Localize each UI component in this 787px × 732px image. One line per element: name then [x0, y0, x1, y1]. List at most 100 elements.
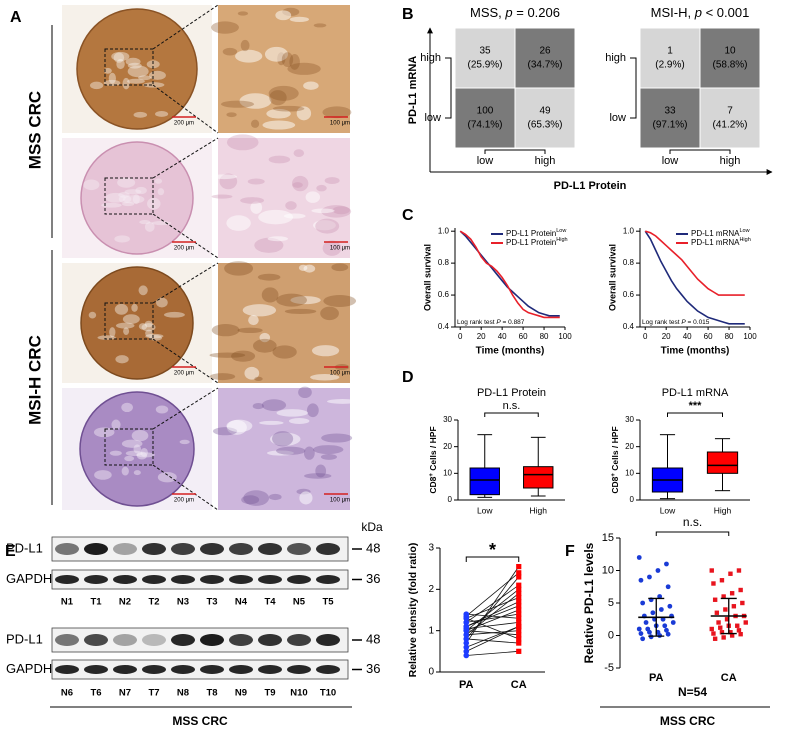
blot-band: [229, 575, 253, 584]
y-tick-label: 0.4: [438, 322, 450, 331]
col-bracket: [484, 149, 546, 154]
tissue-texture: [125, 450, 143, 457]
point: [640, 636, 646, 642]
blot-row-label: GAPDH: [6, 661, 52, 676]
mw-label: 48: [366, 631, 380, 646]
row-label: high: [605, 52, 626, 64]
y-tick-label: 20: [625, 442, 634, 451]
blot-band: [258, 634, 282, 646]
point: [516, 570, 522, 576]
lane-label: N3: [177, 597, 189, 608]
col-label: high: [720, 155, 741, 167]
lane-label: T1: [90, 597, 102, 608]
blot-band: [142, 575, 166, 584]
point: [724, 617, 730, 622]
zoom-texture: [299, 491, 313, 505]
point: [463, 636, 470, 642]
col-label: high: [535, 155, 556, 167]
x-tick-label: 80: [540, 332, 549, 341]
zoom-texture: [254, 376, 263, 381]
point: [655, 568, 661, 573]
scale-label: 200 μm: [174, 371, 194, 377]
table-title-part: < 0.001: [702, 5, 749, 20]
scale-label: 100 μm: [330, 498, 350, 504]
tissue-texture: [121, 466, 129, 476]
zoom-texture: [285, 201, 297, 210]
point: [650, 610, 656, 616]
y-tick-label: 5: [608, 597, 614, 609]
tissue-texture: [133, 470, 141, 476]
lane-label: T10: [320, 688, 336, 699]
blot-row-label: GAPDH: [6, 571, 52, 586]
point: [516, 607, 522, 613]
zoom-texture: [211, 174, 238, 180]
tissue-texture: [109, 327, 116, 338]
x-tick-label: PA: [459, 679, 474, 691]
y-tick-label: 2: [428, 584, 434, 595]
scale-label: 200 μm: [174, 498, 194, 504]
lane-label: T2: [148, 597, 159, 608]
blot-band: [258, 575, 282, 584]
tissue-core: [80, 141, 194, 255]
blot-band: [229, 634, 253, 646]
zoom-texture: [331, 263, 349, 272]
point: [662, 623, 668, 629]
zoom-texture: [240, 39, 250, 52]
point: [729, 633, 735, 638]
blot-band: [84, 665, 108, 674]
tissue-texture: [103, 67, 112, 74]
point: [516, 615, 522, 621]
zoom-texture: [262, 120, 296, 130]
zoom-texture: [327, 399, 359, 404]
zoom-texture: [269, 90, 287, 106]
zoom-texture: [224, 261, 254, 276]
annotation-part: P: [496, 319, 501, 326]
tissue-texture: [113, 52, 125, 63]
zoom-texture: [270, 432, 301, 446]
tissue-texture: [156, 297, 168, 308]
sample-size: N=54: [678, 685, 707, 699]
pair-link: [466, 613, 519, 623]
scale-label: 100 μm: [330, 246, 350, 252]
zoom-texture: [266, 108, 291, 119]
zoom-texture: [259, 420, 284, 425]
tissue-texture: [131, 429, 149, 442]
table-cell: [639, 27, 701, 89]
tissue-texture: [122, 195, 145, 204]
legend-entry-part: Low: [739, 228, 749, 234]
zoom-texture: [231, 350, 256, 362]
tissue-texture: [147, 197, 161, 210]
zoom-texture: [268, 493, 282, 501]
y-tick-label: 15: [602, 532, 614, 544]
tissue-texture: [131, 303, 138, 312]
annotation: Log rank test P = 0.015: [642, 319, 710, 326]
point: [658, 607, 664, 612]
x-tick-label: 20: [662, 332, 671, 341]
box: [523, 466, 554, 489]
x-tick-label: Low: [660, 505, 676, 515]
zoom-texture: [290, 296, 321, 305]
point: [729, 591, 735, 596]
legend-entry: PD-L1 mRNALow: [691, 228, 750, 238]
tissue-texture: [157, 188, 165, 196]
point: [743, 620, 748, 625]
table-title-part: = 0.206: [513, 5, 560, 20]
chart-title: PD-L1 Protein: [477, 387, 546, 399]
point: [719, 630, 725, 635]
point: [657, 594, 663, 599]
table-cell: [514, 87, 576, 149]
zoom-texture: [247, 178, 265, 185]
lane-label: T5: [322, 597, 334, 608]
blot-band: [113, 575, 137, 584]
y-tick-label: 0: [448, 495, 453, 504]
y-axis-title: Relative PD-L1 levels: [582, 542, 596, 663]
point: [516, 628, 522, 634]
blot-band: [142, 543, 166, 555]
group-label: MSS CRC: [660, 714, 716, 728]
tissue-texture: [124, 189, 142, 195]
zoom-box: [104, 428, 154, 466]
tissue-texture: [145, 329, 153, 337]
zoom-texture: [241, 495, 260, 505]
mw-label: 36: [366, 571, 380, 586]
blot-band: [84, 543, 108, 555]
